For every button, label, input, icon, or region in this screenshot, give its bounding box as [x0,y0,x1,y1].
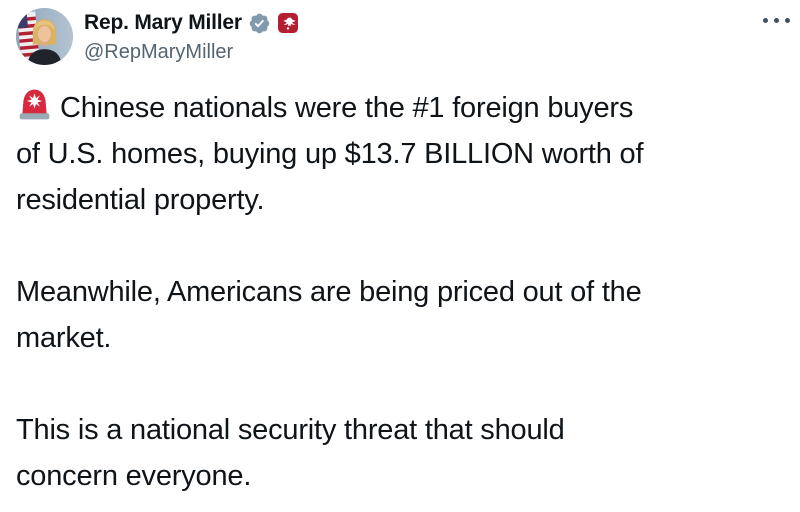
display-name[interactable]: Rep. Mary Miller [84,11,242,34]
more-dot [774,18,779,23]
tweet-text-line: concern everyone. [16,460,252,492]
tweet-text-line: of U.S. homes, buying up $13.7 BILLION w… [16,138,644,170]
tweet-paragraph: Meanwhile, Americans are being priced ou… [16,269,776,361]
tweet-paragraph: Chinese nationals were the #1 foreign bu… [16,85,776,223]
tweet-text-line: Chinese nationals were the #1 foreign bu… [16,85,776,131]
tweet-text-line: residential property. [16,184,265,216]
tweet-text-line: This is a national security threat that … [16,414,565,446]
more-menu-icon[interactable] [757,12,796,29]
name-row: Rep. Mary Miller [84,10,298,36]
avatar-photo [16,8,73,65]
tweet-text-line: market. [16,322,112,354]
affiliation-badge-icon[interactable] [277,13,298,33]
tweet-paragraph: This is a national security threat that … [16,407,776,499]
verified-badge-icon[interactable] [248,12,271,35]
user-info: Rep. Mary Miller @RepMaryMiller [84,8,298,64]
tweet-header: Rep. Mary Miller @RepMaryMiller [16,8,784,65]
tweet-text-line: Meanwhile, Americans are being priced ou… [16,276,642,308]
more-dot [785,18,790,23]
tweet-text-segment: Chinese nationals were the #1 foreign bu… [60,92,634,124]
police-light-emoji [16,86,53,123]
avatar[interactable] [16,8,73,65]
tweet-text: Chinese nationals were the #1 foreign bu… [16,85,776,499]
more-dot [763,18,768,23]
user-handle[interactable]: @RepMaryMiller [84,41,234,63]
